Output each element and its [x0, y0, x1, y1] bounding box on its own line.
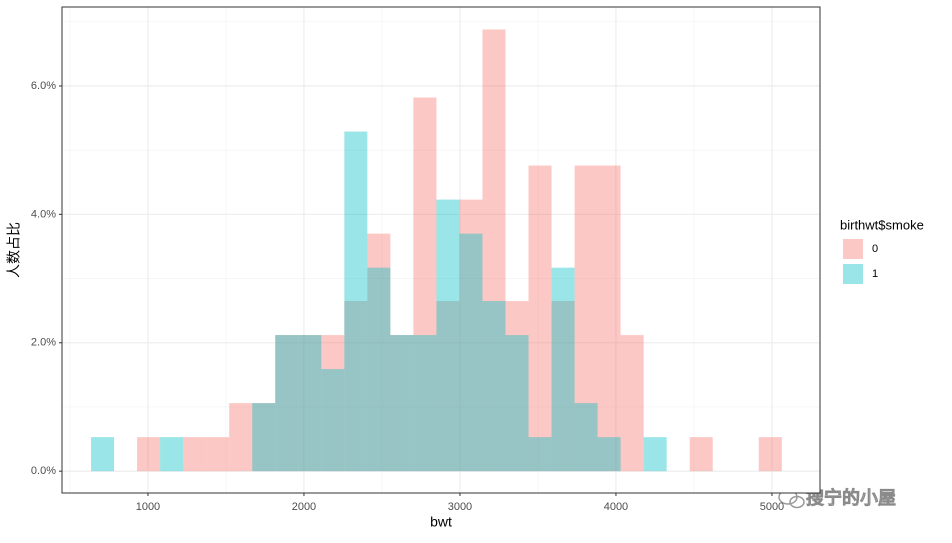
bar: [413, 97, 437, 472]
bar: [597, 437, 621, 472]
bar: [528, 437, 552, 472]
bar: [574, 403, 598, 472]
bar: [390, 335, 414, 472]
bar: [206, 437, 230, 472]
bar: [482, 29, 506, 472]
bar: [597, 165, 621, 472]
y-tick-label: 4.0%: [31, 208, 56, 220]
panel-border: [61, 6, 821, 494]
bar: [344, 301, 368, 472]
bar: [643, 437, 667, 472]
series-bars: [91, 131, 667, 472]
bar: [459, 199, 483, 472]
watermark: 搜宁的小屋: [806, 487, 896, 508]
bar: [275, 335, 299, 472]
legend-key-bg: [842, 263, 864, 285]
bar: [505, 301, 529, 472]
bar: [321, 335, 345, 472]
legend-key: [843, 264, 863, 284]
x-tick-label: 4000: [604, 501, 628, 513]
legend-label: 1: [872, 268, 878, 280]
bar: [229, 403, 253, 472]
bar: [367, 267, 391, 472]
bar: [482, 301, 506, 472]
y-tick-label: 2.0%: [31, 337, 56, 349]
legend-key-bg: [842, 238, 864, 260]
bar: [183, 437, 207, 472]
bar: [459, 233, 483, 472]
series-bars: [137, 29, 782, 472]
bar: [551, 267, 575, 472]
y-axis-title: 人数占比: [6, 222, 22, 278]
bar: [367, 233, 391, 472]
legend-label: 0: [872, 243, 878, 255]
y-tick-label: 6.0%: [31, 80, 56, 92]
bar: [252, 403, 276, 472]
x-axis-title: bwt: [430, 514, 452, 530]
bar: [551, 301, 575, 472]
x-tick-label: 3000: [448, 501, 472, 513]
bar: [275, 335, 299, 472]
bar: [252, 403, 276, 472]
bar: [574, 165, 598, 472]
x-tick-label: 1000: [136, 501, 160, 513]
x-tick-label: 5000: [760, 501, 784, 513]
bar: [758, 437, 782, 472]
bar: [298, 335, 322, 472]
bar: [436, 301, 460, 472]
bar: [436, 199, 460, 472]
bar: [689, 437, 713, 472]
y-tick-label: 0.0%: [31, 465, 56, 477]
bar: [91, 437, 115, 472]
bar: [298, 335, 322, 472]
bar: [528, 165, 552, 472]
bar: [137, 437, 161, 472]
legend-title: birthwt$smoke: [840, 217, 924, 232]
legend-key: [843, 239, 863, 259]
x-tick-label: 2000: [292, 501, 316, 513]
bar: [390, 335, 414, 472]
bar: [620, 335, 644, 472]
bar: [505, 335, 529, 472]
bar: [344, 131, 368, 472]
bar: [321, 369, 345, 472]
bar: [160, 437, 184, 472]
bar: [413, 335, 437, 472]
